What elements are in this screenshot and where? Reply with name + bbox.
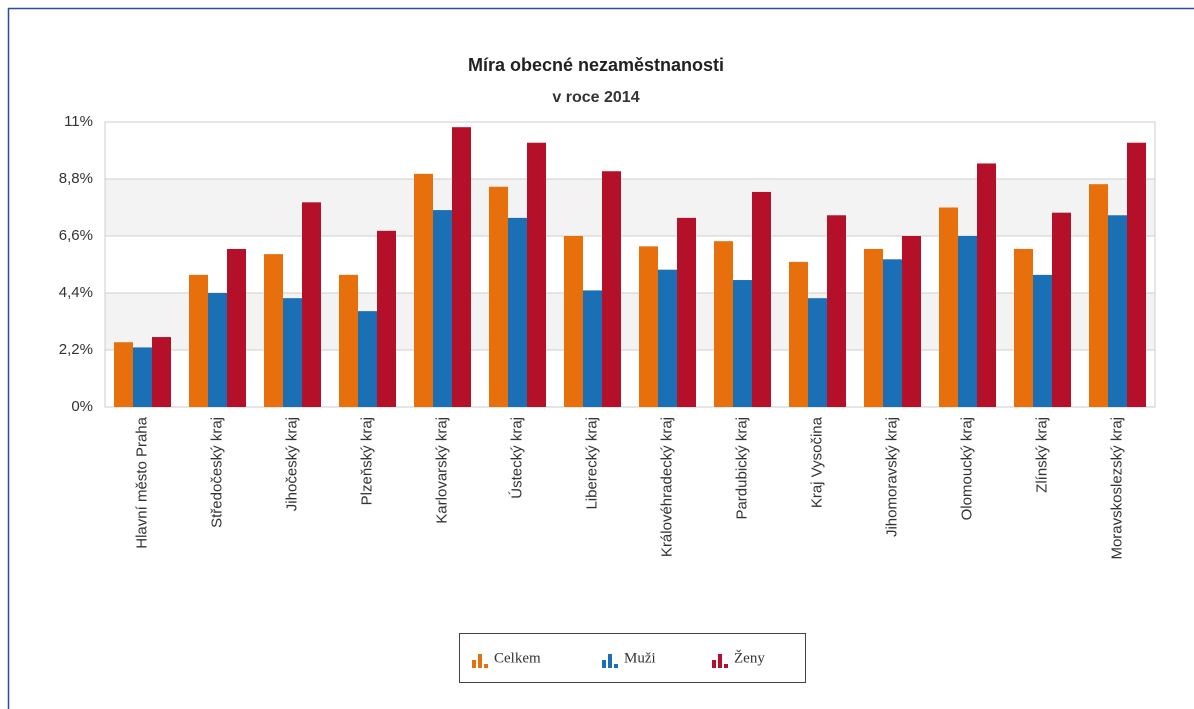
x-tick-label: Plzeňský kraj [358, 417, 375, 505]
plot-band [105, 293, 1155, 350]
bar [883, 259, 902, 407]
bar [283, 298, 302, 407]
y-tick-label: 6,6% [59, 227, 93, 244]
bar [564, 236, 583, 407]
x-tick-label: Hlavní město Praha [133, 416, 150, 548]
bar [714, 241, 733, 407]
bar [939, 207, 958, 407]
bar [414, 173, 433, 407]
legend: Celkem Muži Ženy [459, 633, 806, 683]
bar [152, 337, 171, 407]
bar [639, 246, 658, 407]
legend-label: Ženy [734, 649, 765, 666]
bar [1052, 212, 1071, 407]
bar [602, 171, 621, 407]
legend-icon [484, 664, 488, 668]
bar [452, 127, 471, 407]
legend-item: Celkem [472, 650, 541, 668]
bar [377, 230, 396, 407]
bar [658, 269, 677, 407]
bar [358, 311, 377, 407]
bar [527, 142, 546, 407]
bar [827, 215, 846, 407]
legend-icon [478, 654, 482, 668]
x-tick-label: Královéhradecký kraj [658, 417, 675, 557]
bar [733, 280, 752, 407]
y-tick-label: 4,4% [59, 284, 93, 301]
chart-title: Míra obecné nezaměstnanosti [468, 55, 724, 75]
chart-subtitle: v roce 2014 [552, 89, 639, 106]
legend-icon [472, 660, 476, 668]
legend-item: Ženy [712, 649, 765, 668]
y-tick-label: 8,8% [59, 170, 93, 187]
bar [133, 347, 152, 407]
bar [339, 274, 358, 407]
x-tick-label: Liberecký kraj [583, 417, 600, 510]
bar [1033, 274, 1052, 407]
x-tick-label: Jihočeský kraj [283, 417, 300, 511]
bar [489, 186, 508, 407]
legend-label: Celkem [494, 650, 541, 666]
bar [902, 236, 921, 407]
legend-icon [724, 664, 728, 668]
bar [508, 217, 527, 407]
bar [302, 202, 321, 407]
x-tick-label: Zlínský kraj [1033, 417, 1050, 493]
y-tick-label: 11% [64, 113, 93, 130]
bar [583, 290, 602, 407]
bar [789, 261, 808, 407]
x-tick-label: Středočeský kraj [208, 417, 225, 528]
x-tick-label: Ústecký kraj [508, 417, 525, 499]
frame [7, 7, 1194, 709]
bar [227, 248, 246, 407]
bar [1108, 215, 1127, 407]
bar [677, 217, 696, 407]
x-tick-label: Olomoucký kraj [958, 417, 975, 520]
bar [264, 254, 283, 407]
legend-icon [602, 660, 606, 668]
y-tick-label: 2,2% [59, 341, 93, 358]
bar [114, 342, 133, 407]
plot-band [105, 179, 1155, 236]
x-tick-label: Moravskoslezský kraj [1108, 417, 1125, 560]
bar [752, 191, 771, 407]
legend-icon [718, 654, 722, 668]
bar [808, 298, 827, 407]
legend-box [459, 633, 806, 683]
y-tick-label: 0% [71, 398, 93, 415]
bar [189, 274, 208, 407]
bar [977, 163, 996, 407]
bar [958, 236, 977, 407]
legend-item: Muži [602, 650, 656, 668]
bar [433, 210, 452, 407]
x-tick-label: Karlovarský kraj [433, 417, 450, 524]
plot-border [104, 121, 1156, 408]
bar [1127, 142, 1146, 407]
legend-icon [712, 660, 716, 668]
bar [1014, 248, 1033, 407]
x-tick-label: Pardubický kraj [733, 417, 750, 520]
x-tick-label: Jihomoravský kraj [883, 417, 900, 537]
legend-icon [608, 654, 612, 668]
bar [208, 293, 227, 407]
x-tick-label: Kraj Vysočina [808, 416, 825, 508]
legend-icon [614, 664, 618, 668]
bar [864, 248, 883, 407]
legend-label: Muži [624, 650, 656, 666]
bar [1089, 184, 1108, 407]
